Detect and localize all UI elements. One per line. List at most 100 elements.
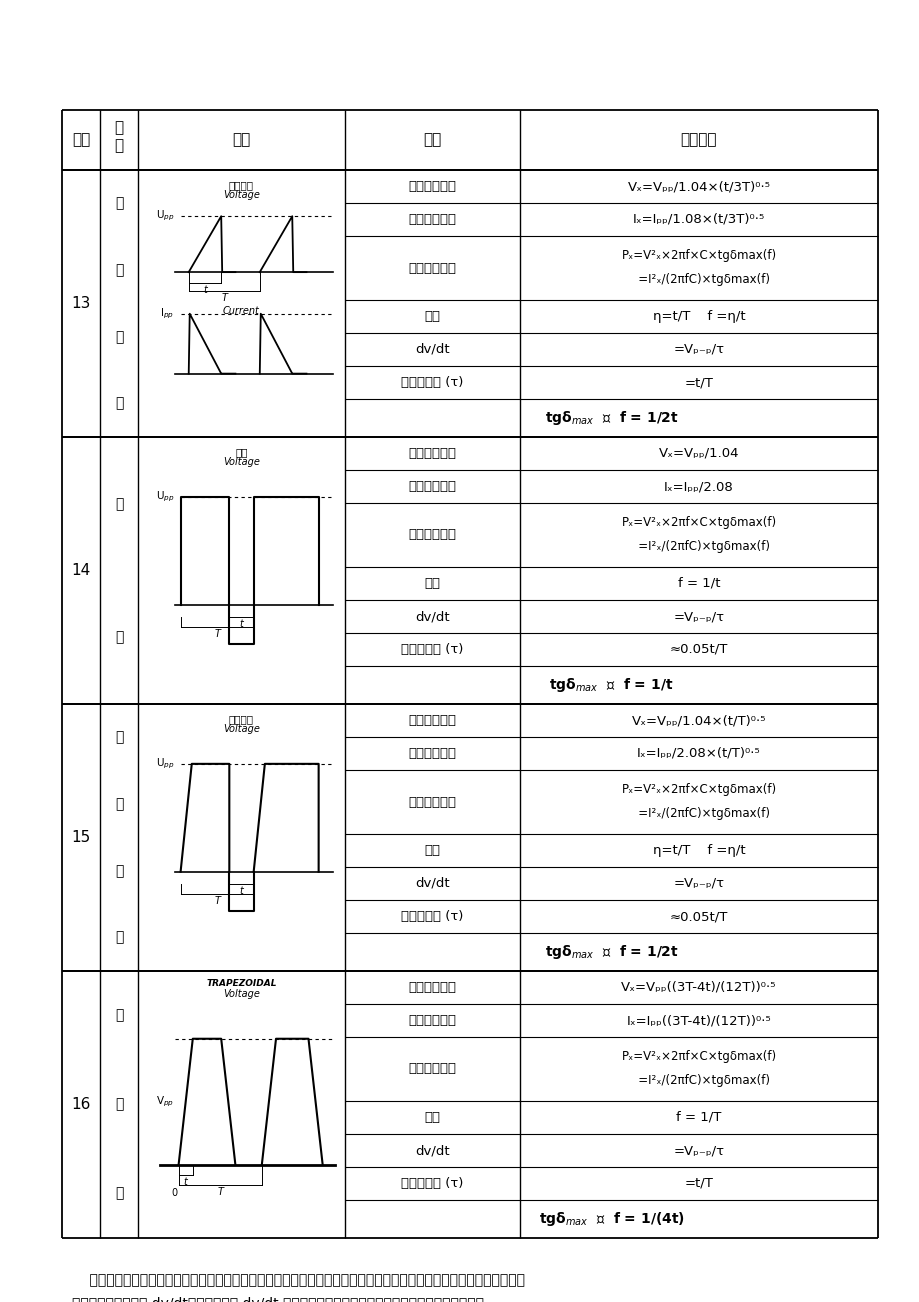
Text: η=t/T    f =η/t: η=t/T f =η/t (652, 310, 744, 323)
Text: Voltage: Voltage (222, 990, 260, 999)
Text: 梯: 梯 (115, 1009, 123, 1022)
Text: t: t (184, 1177, 187, 1187)
Text: Vₓ=Vₚₚ/1.04×(t/T)⁰⋅⁵: Vₓ=Vₚₚ/1.04×(t/T)⁰⋅⁵ (631, 713, 766, 727)
Text: Voltage: Voltage (222, 724, 260, 734)
Text: =I²ₓ/(2πfC)×tgδmax(f): =I²ₓ/(2πfC)×tgδmax(f) (627, 1074, 770, 1087)
Text: U$_{pp}$: U$_{pp}$ (155, 490, 175, 504)
Text: tgδ$_{max}$  在  f = 1/2t: tgδ$_{max}$ 在 f = 1/2t (544, 409, 677, 427)
Text: 波: 波 (114, 121, 123, 135)
Text: Vₓ=Vₚₚ/1.04×(t/3T)⁰⋅⁵: Vₓ=Vₚₚ/1.04×(t/3T)⁰⋅⁵ (627, 180, 770, 193)
Text: Current: Current (222, 306, 260, 316)
Text: 16: 16 (72, 1098, 91, 1112)
Text: 频率: 频率 (424, 844, 440, 857)
Text: I$_{pp}$: I$_{pp}$ (160, 306, 175, 320)
Text: 参数计算: 参数计算 (680, 133, 717, 147)
Text: V$_{pp}$: V$_{pp}$ (156, 1095, 175, 1109)
Text: 齿: 齿 (115, 797, 123, 811)
Text: =I²ₓ/(2πfC)×tgδmax(f): =I²ₓ/(2πfC)×tgδmax(f) (627, 540, 770, 553)
Text: Pₓ=V²ₓ×2πf×C×tgδmax(f): Pₓ=V²ₓ×2πf×C×tgδmax(f) (620, 516, 776, 529)
Text: T: T (214, 629, 220, 639)
Text: T: T (214, 896, 220, 906)
Text: t: t (239, 618, 244, 629)
Text: ≈0.05t/T: ≈0.05t/T (669, 643, 728, 656)
Text: 作用占空比 (τ): 作用占空比 (τ) (401, 643, 463, 656)
Text: =Vₚ₋ₚ/τ: =Vₚ₋ₚ/τ (673, 611, 724, 622)
Text: Vₓ=Vₚₚ((3T-4t)/(12T))⁰⋅⁵: Vₓ=Vₚₚ((3T-4t)/(12T))⁰⋅⁵ (620, 980, 776, 993)
Text: 最大功率损耗: 最大功率损耗 (408, 1062, 456, 1075)
Text: 作用占空比 (τ): 作用占空比 (τ) (401, 1177, 463, 1190)
Text: 方波: 方波 (235, 447, 247, 457)
Text: 图象: 图象 (233, 133, 250, 147)
Text: 方: 方 (115, 863, 123, 878)
Text: Iₓ=Iₚₚ/1.08×(t/3T)⁰⋅⁵: Iₓ=Iₚₚ/1.08×(t/3T)⁰⋅⁵ (632, 214, 765, 227)
Text: T: T (217, 1187, 223, 1197)
Text: U$_{pp}$: U$_{pp}$ (155, 210, 175, 224)
Text: tgδ$_{max}$  在  f = 1/2t: tgδ$_{max}$ 在 f = 1/2t (544, 943, 677, 961)
Text: 锯齿方波: 锯齿方波 (229, 713, 254, 724)
Text: 有效谐振电压: 有效谐振电压 (408, 180, 456, 193)
Text: tgδ$_{max}$  在  f = 1/(4t): tgδ$_{max}$ 在 f = 1/(4t) (538, 1210, 684, 1228)
Text: 锯: 锯 (115, 197, 123, 211)
Text: 有效谐振电压: 有效谐振电压 (408, 713, 456, 727)
Text: 频率: 频率 (424, 577, 440, 590)
Text: 半波锯齿: 半波锯齿 (229, 180, 254, 190)
Text: f = 1/T: f = 1/T (675, 1111, 720, 1124)
Text: tgδ$_{max}$  在  f = 1/t: tgδ$_{max}$ 在 f = 1/t (549, 676, 673, 694)
Text: =I²ₓ/(2πfC)×tgδmax(f): =I²ₓ/(2πfC)×tgδmax(f) (627, 807, 770, 820)
Text: 序号: 序号 (72, 133, 90, 147)
Text: 有效谐振电流: 有效谐振电流 (408, 747, 456, 760)
Text: 最大功率损耗: 最大功率损耗 (408, 262, 456, 275)
Text: 作用占空比 (τ): 作用占空比 (τ) (401, 376, 463, 389)
Text: Iₓ=Iₚₚ((3T-4t)/(12T))⁰⋅⁵: Iₓ=Iₚₚ((3T-4t)/(12T))⁰⋅⁵ (626, 1014, 770, 1027)
Text: 齿: 齿 (115, 263, 123, 277)
Text: Pₓ=V²ₓ×2πf×C×tgδmax(f): Pₓ=V²ₓ×2πf×C×tgδmax(f) (620, 249, 776, 262)
Text: 有效谐振电流: 有效谐振电流 (408, 214, 456, 227)
Text: 参数: 参数 (423, 133, 441, 147)
Text: Voltage: Voltage (222, 457, 260, 467)
Text: Pₓ=V²ₓ×2πf×C×tgδmax(f): Pₓ=V²ₓ×2πf×C×tgδmax(f) (620, 783, 776, 796)
Text: =Vₚ₋ₚ/τ: =Vₚ₋ₚ/τ (673, 1144, 724, 1157)
Text: 14: 14 (72, 562, 91, 578)
Text: t: t (203, 285, 207, 296)
Text: 频率: 频率 (424, 1111, 440, 1124)
Text: =t/T: =t/T (684, 1177, 712, 1190)
Text: =Vₚ₋ₚ/τ: =Vₚ₋ₚ/τ (673, 342, 724, 355)
Text: ≈0.05t/T: ≈0.05t/T (669, 910, 728, 923)
Text: 从上表不难看出，在实际电路中，随波形的不同，表现出的各项参数都是有差别的，因此，电容器是否能满足用户要求
，不是简单的用允许 dv/dt，或者用经过 dv/dt: 从上表不难看出，在实际电路中，随波形的不同，表现出的各项参数都是有差别的，因此，… (72, 1273, 525, 1302)
Text: Vₓ=Vₚₚ/1.04: Vₓ=Vₚₚ/1.04 (658, 447, 739, 460)
Text: 0: 0 (171, 1187, 177, 1198)
Text: 有效谐振电流: 有效谐振电流 (408, 480, 456, 493)
Text: 13: 13 (72, 296, 91, 311)
Text: 15: 15 (72, 829, 91, 845)
Text: 频率: 频率 (424, 310, 440, 323)
Text: t: t (239, 885, 244, 896)
Text: 有效谐振电压: 有效谐振电压 (408, 980, 456, 993)
Text: 形: 形 (115, 1098, 123, 1112)
Text: dv/dt: dv/dt (414, 342, 449, 355)
Text: =t/T: =t/T (684, 376, 712, 389)
Text: 波: 波 (115, 1186, 123, 1200)
Text: T: T (221, 293, 227, 303)
Text: dv/dt: dv/dt (414, 878, 449, 891)
Text: 最大功率损耗: 最大功率损耗 (408, 796, 456, 809)
Text: Iₓ=Iₚₚ/2.08×(t/T)⁰⋅⁵: Iₓ=Iₚₚ/2.08×(t/T)⁰⋅⁵ (637, 747, 760, 760)
Text: Pₓ=V²ₓ×2πf×C×tgδmax(f): Pₓ=V²ₓ×2πf×C×tgδmax(f) (620, 1049, 776, 1062)
Text: U$_{pp}$: U$_{pp}$ (155, 756, 175, 771)
Text: 锯: 锯 (115, 730, 123, 745)
Text: 方: 方 (115, 497, 123, 510)
Text: 作用占空比 (τ): 作用占空比 (τ) (401, 910, 463, 923)
Text: 半: 半 (115, 329, 123, 344)
Text: 波: 波 (115, 931, 123, 945)
Text: η=t/T    f =η/t: η=t/T f =η/t (652, 844, 744, 857)
Text: f = 1/t: f = 1/t (677, 577, 720, 590)
Text: 波: 波 (115, 397, 123, 410)
Text: 有效谐振电压: 有效谐振电压 (408, 447, 456, 460)
Text: 波: 波 (115, 630, 123, 644)
Text: =Vₚ₋ₚ/τ: =Vₚ₋ₚ/τ (673, 878, 724, 891)
Text: 有效谐振电流: 有效谐振电流 (408, 1014, 456, 1027)
Text: Voltage: Voltage (222, 190, 260, 201)
Text: dv/dt: dv/dt (414, 611, 449, 622)
Text: Iₓ=Iₚₚ/2.08: Iₓ=Iₚₚ/2.08 (664, 480, 733, 493)
Text: =I²ₓ/(2πfC)×tgδmax(f): =I²ₓ/(2πfC)×tgδmax(f) (627, 273, 770, 286)
Text: dv/dt: dv/dt (414, 1144, 449, 1157)
